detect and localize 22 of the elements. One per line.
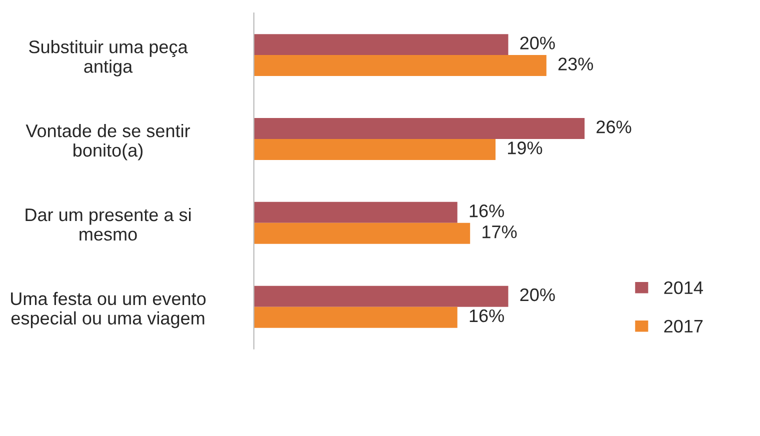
data-label: 17% [482, 226, 517, 238]
data-label: 16% [470, 204, 504, 218]
bar [254, 222, 470, 244]
bar [254, 118, 585, 139]
data-label: 16% [470, 309, 504, 322]
legend-label: 2014 [664, 281, 703, 294]
bar [254, 138, 496, 160]
data-label: 20% [520, 36, 555, 50]
bar [254, 286, 508, 307]
bar [254, 34, 508, 56]
data-label: 20% [520, 288, 555, 302]
y-tick-label: Substituir uma peça antiga [29, 40, 188, 76]
bar [254, 306, 458, 328]
data-label: 19% [508, 142, 542, 154]
y-tick-label: Vontade de se sentir bonito(a) [26, 124, 190, 160]
bar [254, 55, 546, 76]
data-label: 26% [596, 120, 632, 134]
data-label: 23% [558, 58, 594, 70]
y-tick-label: Uma festa ou um evento especial ou uma viagem [11, 292, 206, 328]
y-tick-label: Dar um presente a si mesmo [26, 208, 191, 241]
legend-label: 2017 [664, 320, 703, 333]
bar [254, 202, 458, 223]
